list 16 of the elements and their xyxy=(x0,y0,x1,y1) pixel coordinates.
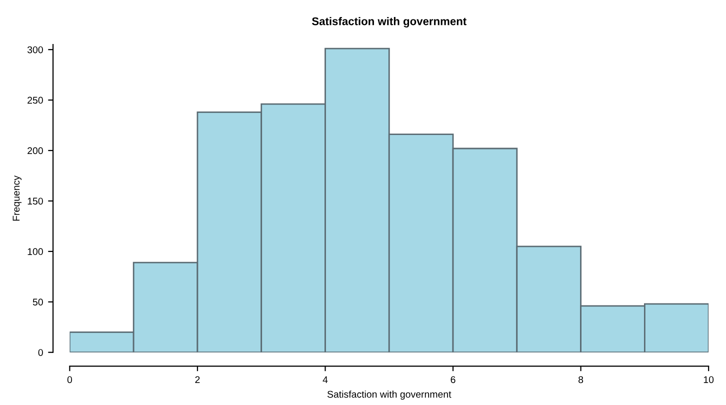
x-tick-label: 10 xyxy=(704,376,714,384)
y-tick-label: 0 xyxy=(38,349,43,356)
x-tick-label: 0 xyxy=(67,376,72,384)
y-tick-label: 250 xyxy=(28,96,43,104)
y-tick-label: 50 xyxy=(32,298,43,306)
x-tick-label: 4 xyxy=(322,376,328,384)
y-tick-label: 300 xyxy=(27,46,43,54)
y-tick-label: 200 xyxy=(28,147,43,154)
y-tick-label: 150 xyxy=(28,198,43,205)
x-tick-label: 6 xyxy=(450,376,456,384)
x-tick-label: 2 xyxy=(195,376,200,384)
y-axis-title: Frequency xyxy=(12,176,22,221)
x-tick-label: 8 xyxy=(578,376,584,384)
y-tick-label: 100 xyxy=(28,248,43,256)
x-axis-title: Satisfaction with government xyxy=(327,390,452,400)
chart-title: Satisfaction with government xyxy=(312,17,466,28)
